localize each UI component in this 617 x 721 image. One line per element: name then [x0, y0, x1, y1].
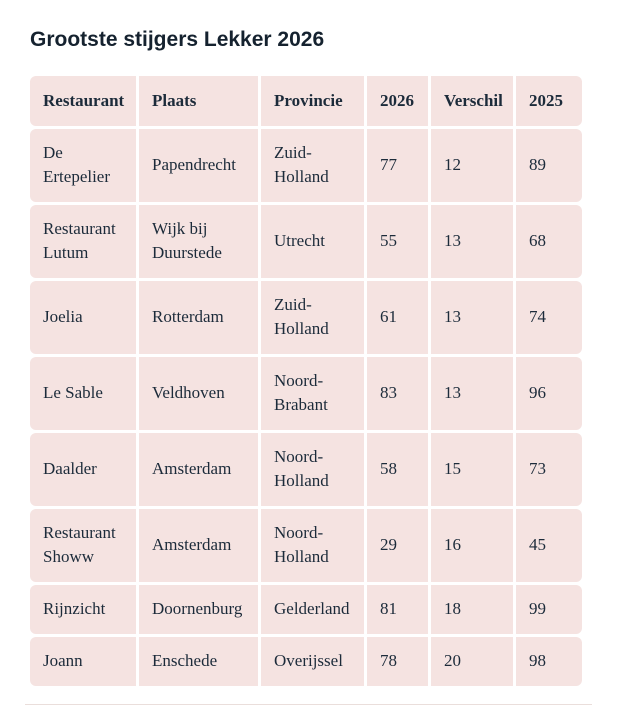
table-cell: 16 [431, 509, 513, 582]
table-cell: 61 [367, 281, 428, 354]
table-cell: 55 [367, 205, 428, 278]
table-cell: 13 [431, 205, 513, 278]
table-cell: De Ertepelier [30, 129, 136, 202]
table-cell: Zuid-Holland [261, 281, 364, 354]
table-body: De Ertepelier Papendrecht Zuid-Holland 77 12… [30, 129, 582, 686]
table-cell: 78 [367, 637, 428, 686]
table-cell: Zuid-Holland [261, 129, 364, 202]
table-row: Le Sable Veldhoven Noord-Brabant 83 13 96 [30, 357, 582, 430]
table-cell: Wijk bij Duurstede [139, 205, 258, 278]
table-cell: Restaurant Lutum [30, 205, 136, 278]
table-cell: Le Sable [30, 357, 136, 430]
column-header: 2026 [367, 76, 428, 126]
table-cell: 89 [516, 129, 582, 202]
column-header: Plaats [139, 76, 258, 126]
table-cell: 77 [367, 129, 428, 202]
table-cell: Utrecht [261, 205, 364, 278]
table-cell: Noord-Brabant [261, 357, 364, 430]
table-cell: 12 [431, 129, 513, 202]
table-row: Restaurant Showw Amsterdam Noord-Holland 29… [30, 509, 582, 582]
column-header: 2025 [516, 76, 582, 126]
table-cell: Rotterdam [139, 281, 258, 354]
column-header: Verschil [431, 76, 513, 126]
table-cell: 13 [431, 281, 513, 354]
table-cell: Amsterdam [139, 433, 258, 506]
table-cell: 96 [516, 357, 582, 430]
table-cell: 18 [431, 585, 513, 634]
table-cell: Papendrecht [139, 129, 258, 202]
table-cell: Gelderland [261, 585, 364, 634]
page-title: Grootste stijgers Lekker 2026 [30, 28, 325, 51]
table-cell: Amsterdam [139, 509, 258, 582]
table-cell: 45 [516, 509, 582, 582]
table-cell: Joann [30, 637, 136, 686]
section-divider [25, 704, 592, 705]
table-cell: 74 [516, 281, 582, 354]
table-cell: Noord-Holland [261, 509, 364, 582]
table-cell: Doornenburg [139, 585, 258, 634]
table-cell: 73 [516, 433, 582, 506]
table-row: Rijnzicht Doornenburg Gelderland 81 18 99 [30, 585, 582, 634]
table-row: Joelia Rotterdam Zuid-Holland 61 13 74 [30, 281, 582, 354]
table-cell: Daalder [30, 433, 136, 506]
table-cell: 13 [431, 357, 513, 430]
stijgers-table: Restaurant Plaats Provincie 2026 Verschil 202… [27, 73, 585, 689]
table-row: Restaurant Lutum Wijk bij Duurstede Utrech… [30, 205, 582, 278]
table-cell: 15 [431, 433, 513, 506]
table-cell: Joelia [30, 281, 136, 354]
table-row: Joann Enschede Overijssel 78 20 98 [30, 637, 582, 686]
table-cell: 29 [367, 509, 428, 582]
table-row: Daalder Amsterdam Noord-Holland 58 15 73 [30, 433, 582, 506]
table-cell: 99 [516, 585, 582, 634]
column-header: Restaurant [30, 76, 136, 126]
table-cell: 58 [367, 433, 428, 506]
table-header-row: Restaurant Plaats Provincie 2026 Verschil 202… [30, 76, 582, 126]
column-header: Provincie [261, 76, 364, 126]
table-cell: Restaurant Showw [30, 509, 136, 582]
table-cell: 81 [367, 585, 428, 634]
table-cell: 68 [516, 205, 582, 278]
article-section: Grootste stijgers Lekker 2026 Restaurant… [25, 28, 592, 705]
table-cell: Noord-Holland [261, 433, 364, 506]
table-cell: Enschede [139, 637, 258, 686]
table-cell: Rijnzicht [30, 585, 136, 634]
table-cell: Overijssel [261, 637, 364, 686]
table-cell: 98 [516, 637, 582, 686]
table-cell: 83 [367, 357, 428, 430]
table-row: De Ertepelier Papendrecht Zuid-Holland 77 12… [30, 129, 582, 202]
table-cell: Veldhoven [139, 357, 258, 430]
table-cell: 20 [431, 637, 513, 686]
